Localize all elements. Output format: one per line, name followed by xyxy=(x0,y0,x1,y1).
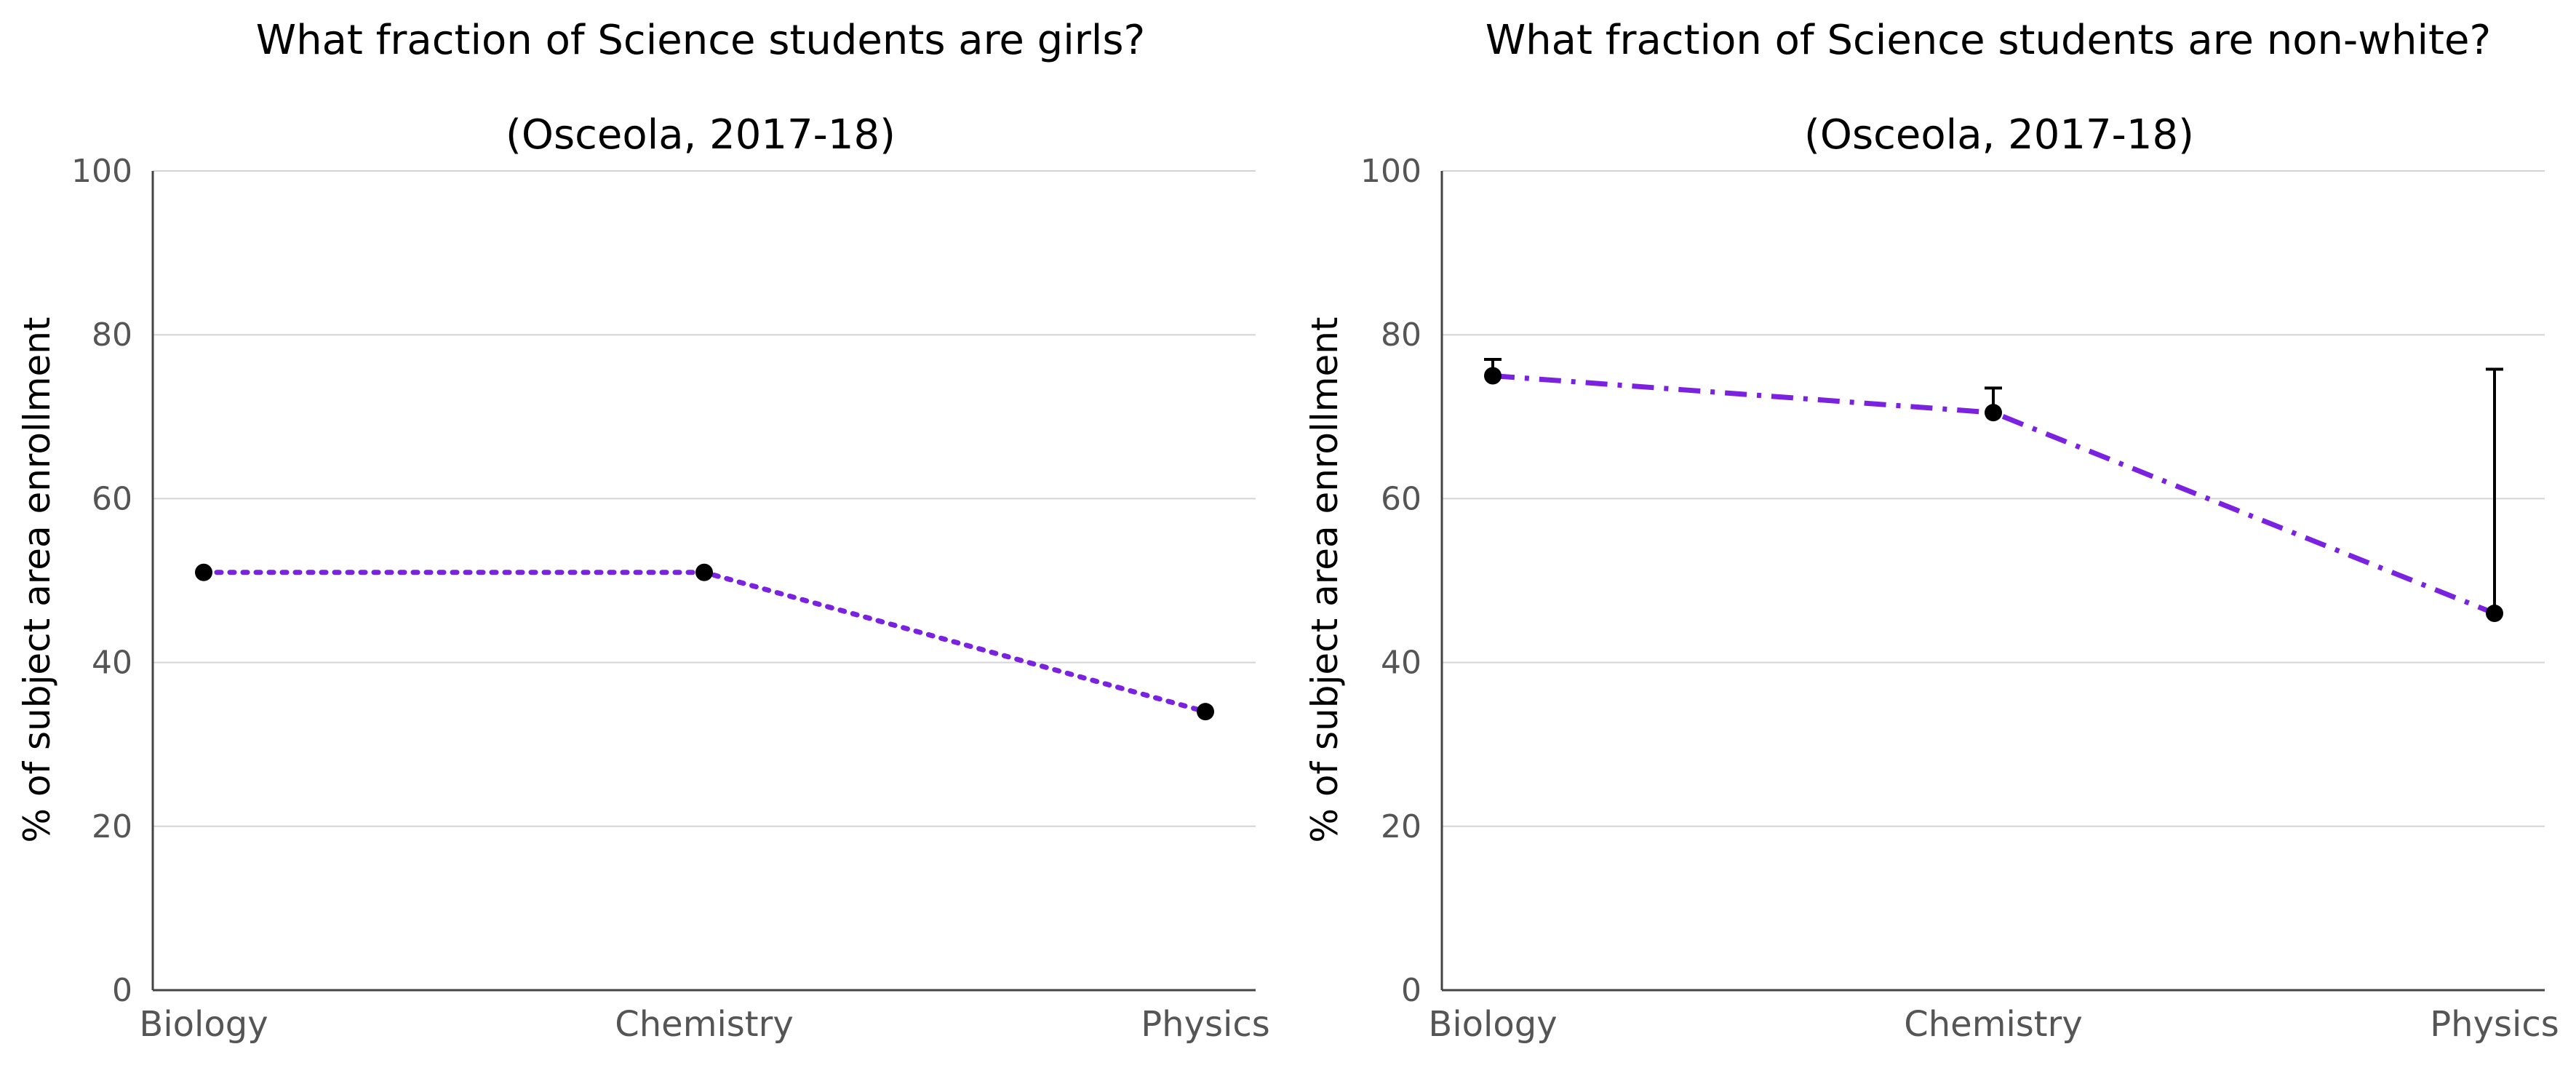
x-tick-label: Biology xyxy=(139,1004,268,1045)
series-line xyxy=(201,570,1208,714)
data-point xyxy=(695,563,713,581)
y-tick-label: 80 xyxy=(92,316,132,354)
x-tick-label: Physics xyxy=(2430,1004,2559,1045)
data-point xyxy=(195,563,212,581)
y-tick-label: 20 xyxy=(92,808,132,845)
y-tick-label: 80 xyxy=(1381,316,1421,354)
y-tick-label: 60 xyxy=(92,480,132,517)
chart-girls: What fraction of Science students are gi… xyxy=(16,17,1270,1045)
y-axis-label: % of subject area enrollment xyxy=(1304,316,1346,842)
x-tick-label: Chemistry xyxy=(1904,1004,2083,1045)
data-point xyxy=(1197,703,1214,721)
x-tick-label: Physics xyxy=(1141,1004,1270,1045)
chart-non-white: What fraction of Science students are no… xyxy=(1304,17,2559,1045)
chart-subtitle: (Osceola, 2017-18) xyxy=(506,111,896,159)
y-tick-label: 40 xyxy=(92,645,132,682)
y-tick-label: 60 xyxy=(1381,480,1421,517)
chart-subtitle: (Osceola, 2017-18) xyxy=(1804,111,2194,159)
y-tick-label: 100 xyxy=(71,153,132,190)
chart-title: What fraction of Science students are gi… xyxy=(256,17,1146,64)
data-point xyxy=(1985,404,2002,422)
data-point xyxy=(1484,367,1502,385)
y-tick-label: 100 xyxy=(1360,153,1421,190)
y-tick-label: 0 xyxy=(112,972,132,1009)
chart-title: What fraction of Science students are no… xyxy=(1486,17,2491,64)
y-tick-label: 40 xyxy=(1381,645,1421,682)
data-point xyxy=(2486,605,2503,623)
y-axis-label: % of subject area enrollment xyxy=(16,316,58,842)
y-tick-label: 0 xyxy=(1401,972,1421,1009)
x-tick-label: Biology xyxy=(1428,1004,1557,1045)
y-tick-label: 20 xyxy=(1381,808,1421,845)
x-tick-label: Chemistry xyxy=(615,1004,794,1045)
